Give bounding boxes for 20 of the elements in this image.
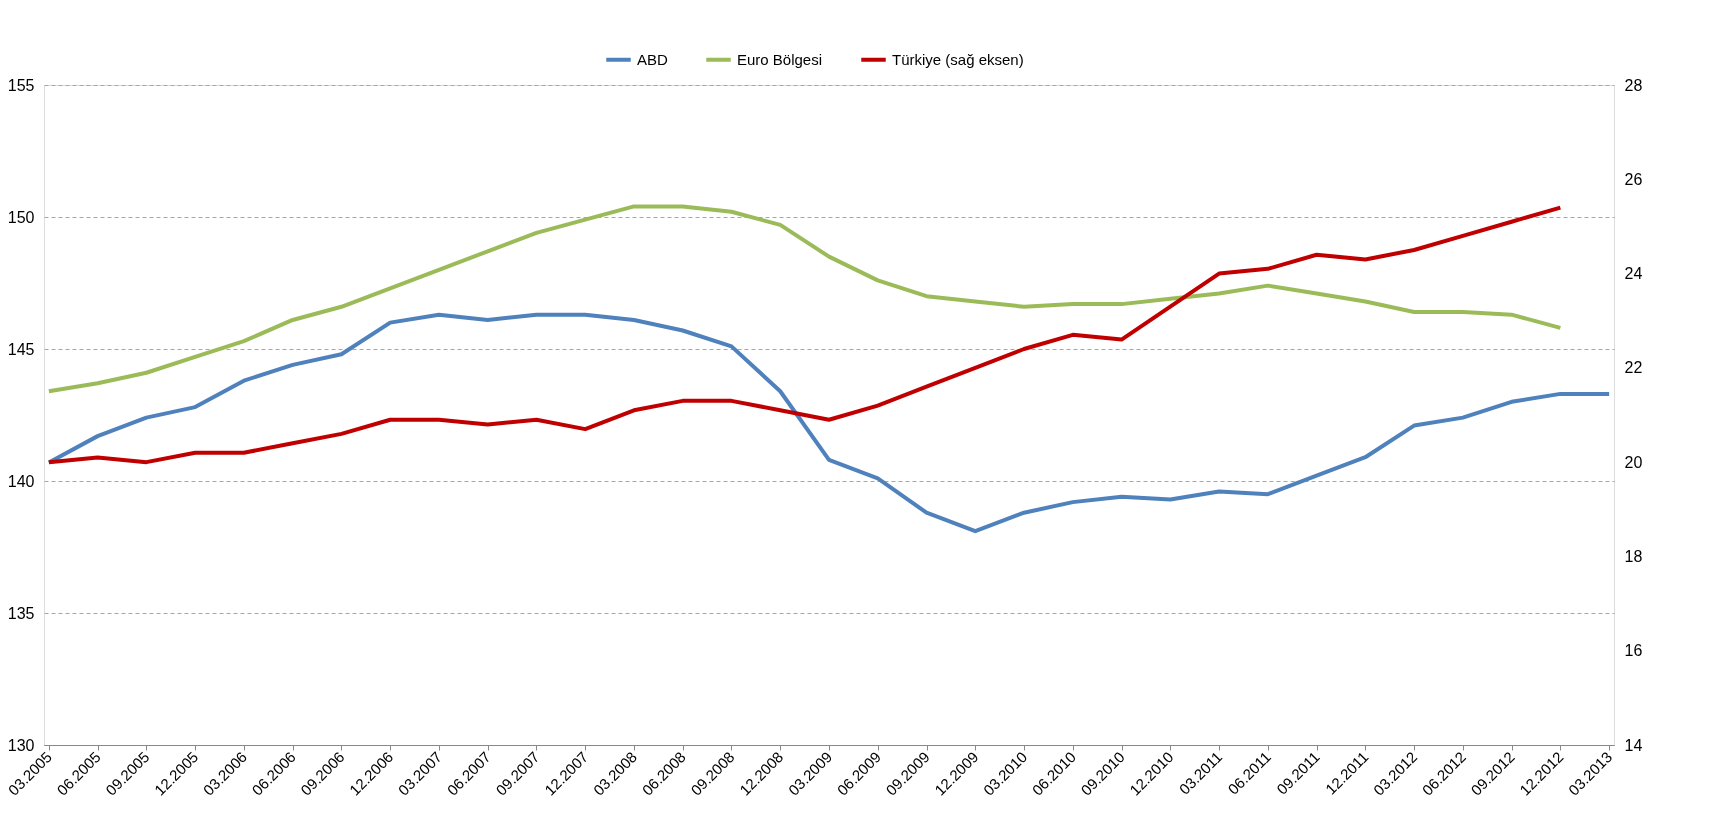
y2-tick-label: 28 — [1624, 76, 1643, 94]
y-tick-label: 145 — [7, 340, 35, 358]
y-tick-label: 135 — [7, 604, 35, 622]
y2-tick-label: 24 — [1624, 265, 1643, 283]
y2-tick-label: 26 — [1624, 170, 1643, 188]
y2-tick-label: 16 — [1624, 642, 1643, 660]
line-series — [46, 205, 1563, 465]
y2-tick-label: 18 — [1624, 547, 1643, 565]
legend-label: Euro Bölgesi — [737, 50, 823, 68]
y-tick-label: 130 — [7, 736, 35, 754]
line-series — [46, 312, 1612, 534]
y-tick-label: 155 — [7, 76, 35, 94]
line-series — [46, 204, 1563, 394]
y2-tick-label: 20 — [1624, 453, 1643, 471]
y2-tick-label: 22 — [1624, 359, 1643, 377]
legend-label: Türkiye (sağ eksen) — [892, 50, 1024, 68]
y2-tick-label: 14 — [1624, 736, 1643, 754]
y-tick-label: 140 — [7, 472, 35, 490]
legend-label: ABD — [637, 50, 669, 68]
y-tick-label: 150 — [7, 208, 35, 226]
